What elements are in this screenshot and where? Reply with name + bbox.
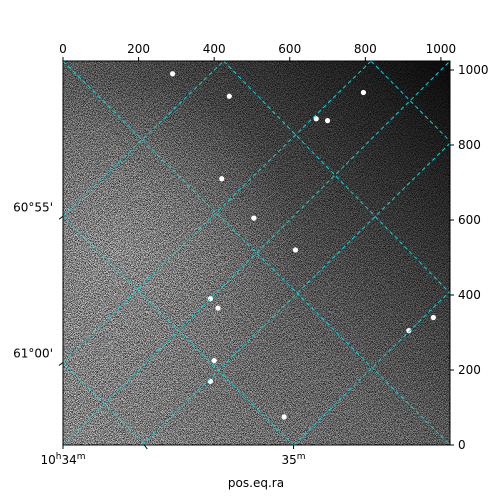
- star-layer: [169, 71, 436, 420]
- star-14: [281, 414, 287, 420]
- grid-line-9: [63, 61, 372, 363]
- coordinate-grid: [63, 61, 450, 445]
- ra-tick-label-1: 35m: [282, 452, 306, 467]
- right-pixel-axis: 0 200 400 600 800 1000: [450, 63, 489, 452]
- star-12: [211, 358, 217, 364]
- star-7: [292, 247, 299, 253]
- right-tick-label-4: 800: [458, 138, 481, 152]
- star-2: [360, 89, 367, 96]
- right-tick-label-2: 400: [458, 288, 481, 302]
- dec-tick-label-0: 60°55': [13, 200, 53, 214]
- star-11: [430, 314, 436, 321]
- top-tick-label-3: 600: [278, 42, 301, 56]
- plot-frame: [62, 60, 451, 446]
- top-tick-label-4: 800: [354, 42, 377, 56]
- dec-tick-0: [58, 215, 64, 220]
- grid-line-7: [142, 142, 450, 445]
- top-tick-label-0: 0: [59, 42, 67, 56]
- dec-tick-label-1: 61°00': [13, 347, 53, 361]
- grid-line-4: [370, 61, 450, 142]
- x-axis-title: pos.eq.ra: [228, 476, 284, 490]
- right-tick-label-0: 0: [458, 438, 466, 452]
- image-plot-area: [63, 61, 450, 445]
- dec-axis: 60°55' 61°00': [13, 200, 64, 366]
- grid-line-8: [293, 290, 450, 445]
- star-8: [215, 305, 221, 311]
- top-tick-label-2: 400: [203, 42, 226, 56]
- image-noise: [63, 61, 450, 445]
- grid-line-6: [63, 61, 224, 217]
- star-6: [251, 215, 257, 221]
- top-tick-label-1: 200: [127, 42, 150, 56]
- ra-tick-label-0: 10h34m: [40, 452, 85, 467]
- star-1: [226, 93, 232, 99]
- right-tick-label-1: 200: [458, 363, 481, 377]
- star-10: [406, 328, 412, 334]
- star-3: [313, 116, 319, 122]
- top-tick-label-5: 1000: [426, 42, 457, 56]
- ra-minor-tick: [143, 444, 148, 450]
- ra-axis: 10h34m 35m: [40, 444, 306, 467]
- grid-line-3: [223, 61, 450, 294]
- right-tick-label-5: 1000: [458, 63, 489, 77]
- dec-tick-1: [58, 362, 64, 366]
- top-pixel-axis: 0 200 400 600 800 1000: [59, 42, 456, 61]
- right-tick-label-3: 600: [458, 213, 481, 227]
- star-0: [169, 71, 176, 77]
- star-5: [219, 176, 225, 182]
- star-4: [324, 118, 331, 124]
